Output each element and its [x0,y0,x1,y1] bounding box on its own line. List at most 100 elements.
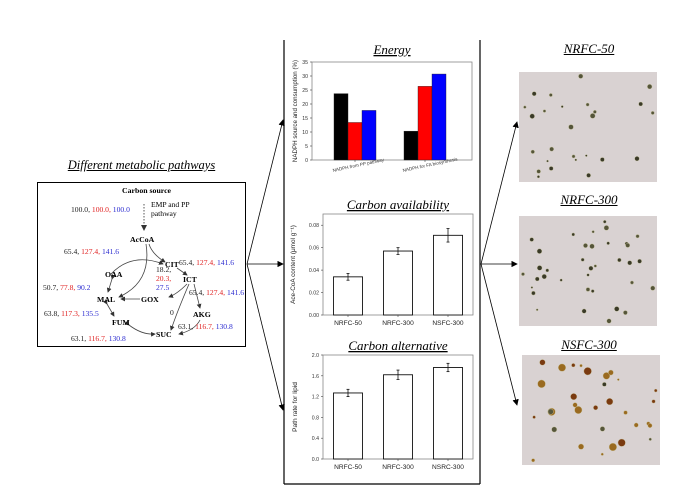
flux-accoa-cit: 65.4, 127.4, 141.6 [64,247,120,256]
cell [547,408,554,415]
x-tick-label: NRFC-300 [382,320,414,327]
pathways-title: Different metabolic pathways [67,158,216,172]
node-fum: FUM [112,318,130,327]
arrow-to-nsfc300 [480,263,519,406]
cell [530,286,534,289]
cell [536,265,543,271]
ict-gox-arrow [167,283,187,298]
cell [521,272,525,276]
arrow-to-energy [246,119,285,265]
cell [614,306,620,312]
y-tick-label: 0.4 [312,436,319,442]
cell [623,310,628,315]
cit-ict-arrow [176,267,188,275]
cell [589,113,596,119]
y-tick-label: 20 [302,102,308,108]
y-tick-label: 2.0 [312,353,319,359]
cell [530,149,535,154]
flux-akg-suc: 63.1, 116.7, 130.8 [178,322,233,331]
cell [606,398,614,406]
flux-fum-suc: 63.1, 116.7, 130.8 [71,334,126,343]
y-tick-label: 0.8 [312,415,319,421]
cell [603,225,610,231]
x-tick-label: NSRC-300 [432,464,464,471]
cell [535,308,539,312]
y-tick-label: 1.2 [312,395,319,401]
micrograph-title-nrfc300: NRFC-300 [560,192,618,207]
cell [603,220,607,224]
flux-ict-akg: 65.4, 127.4, 141.6 [189,288,245,297]
cell [548,93,553,97]
cell [571,232,575,237]
x-tick-label: NSFC-300 [432,320,463,327]
cell [623,410,628,415]
cell [617,257,622,263]
node-accoa: AcCoA [130,235,155,244]
cell [589,243,595,249]
bar-nrfc-300 [383,374,413,460]
cell [523,105,527,109]
flux-ict-suc: 0 [170,308,174,317]
micrograph-nrfc50 [519,72,657,182]
bar-nsfc-300-0 [361,110,377,161]
cell [647,423,653,428]
bar-nrfc-50-0 [333,93,349,161]
node-ict: ICT [183,275,197,284]
emp-pp-label: EMP and PP pathway [151,200,190,218]
pathway-diagram: Carbon source 100.0, 100.0, 100.0 EMP an… [37,182,246,347]
cell [635,234,640,239]
cell [541,274,547,280]
cell [590,289,595,293]
cell [634,156,640,162]
node-carbon-source: Carbon source [122,186,172,195]
cell [608,442,617,452]
cell [650,111,655,115]
cell [572,402,578,408]
cell [593,264,597,268]
y-axis-label: NADPH source and consumption (%) [292,60,299,162]
cell [647,84,653,90]
cell [581,308,587,314]
cell [574,158,578,162]
cell [579,364,583,368]
cell [571,154,576,159]
cell [551,426,558,433]
micrograph-title-nrfc50: NRFC-50 [563,41,615,56]
cell [559,278,563,282]
cell [571,363,576,368]
y-tick-label: 1.6 [312,374,319,380]
cell [560,105,564,108]
cell [650,285,656,291]
flux-oaa-mal: 50.7, 77.8, 90.2 [43,283,91,292]
flux-source: 100.0, 100.0, 100.0 [71,205,130,214]
cell [633,422,639,428]
bar-nrfc-300 [383,250,413,316]
cell [602,372,611,380]
cell [591,230,595,234]
cell [586,273,590,277]
bar-nrfc-300-0 [347,122,363,161]
x-tick-label: NRFC-300 [382,464,414,471]
oaa-cit-arrow [110,258,164,274]
cell [600,157,605,162]
carbon-alternative-chart: Carbon alternative 0.0 0.4 0.8 1.2 1.6 2.0 Path… [292,338,474,471]
y-tick-label: 5 [305,144,308,150]
carbon-availability-chart: Carbon availability 0.00 0.02 0.04 0.06 0.08 A… [290,197,474,327]
node-akg: AKG [193,310,211,319]
cell [602,382,607,387]
node-cit: CIT [165,260,179,269]
cell [599,426,606,432]
cell [617,378,620,381]
cell-field [521,220,656,324]
bar-nsfc-300 [433,234,463,316]
cell [532,415,536,419]
bar-nrfc-50 [333,392,363,460]
arrow-to-carbon-alternative [246,263,285,411]
plot-frame [311,61,473,161]
cell [625,242,631,248]
node-gox: GOX [141,295,159,304]
y-tick-label: 0.02 [309,291,319,297]
cell [588,265,594,271]
cell [583,367,592,376]
y-tick-label: 35 [302,60,308,66]
